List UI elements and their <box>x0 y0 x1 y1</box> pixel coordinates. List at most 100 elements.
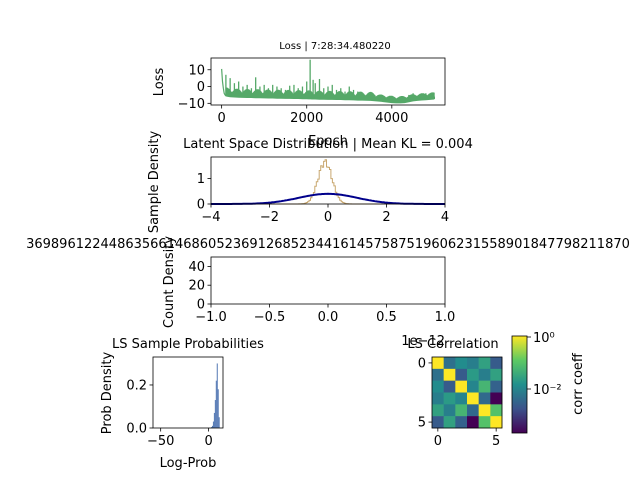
heatmap-cell <box>490 416 503 429</box>
probabilities-panel: LS Sample Probabilities −50 0 0.0 0.2 Log-… <box>100 337 264 471</box>
probabilities-x-ticks: −50 0 <box>147 428 213 449</box>
heatmap-cell <box>467 357 479 370</box>
loss-x-ticks: 0 2000 4000 <box>217 105 408 126</box>
latent-title: Latent Space Distribution | Mean KL = 0.… <box>183 137 473 152</box>
loss-xlabel: Epoch <box>308 134 348 149</box>
heatmap-cell <box>443 368 456 381</box>
heatmap-cell <box>443 357 456 370</box>
loss-ylabel: Loss <box>152 68 167 97</box>
colorbar-tick-label: 10⁰ <box>533 331 555 346</box>
correlation-xtick-label: 0 <box>434 434 442 449</box>
latent-xtick-label: 0 <box>324 210 332 225</box>
probability-bar <box>217 389 219 428</box>
correlation-y-ticks: 05 <box>418 356 432 431</box>
correlation-ytick-label: 0 <box>418 356 426 371</box>
heatmap-cell <box>455 368 468 381</box>
heatmap-cell <box>490 380 503 393</box>
latent-x-ticks: −4 −2 0 2 4 <box>201 204 449 225</box>
heatmap-cell <box>455 416 468 429</box>
heatmap-cell <box>455 392 468 405</box>
heatmap-cell <box>478 368 491 381</box>
probability-bar <box>214 400 216 428</box>
probabilities-y-ticks: 0.0 0.2 <box>126 378 153 437</box>
latent-sample-histogram <box>211 159 445 205</box>
loss-panel: Loss | 7:28:34.480220 0 2000 4000 −10 0 10 E… <box>152 41 446 149</box>
correlation-heatmap <box>432 357 503 429</box>
loss-ytick-label: 10 <box>188 63 205 78</box>
heatmap-cell <box>467 380 479 393</box>
colorbar-frame <box>511 335 528 434</box>
heatmap-cell <box>443 392 456 405</box>
loss-ytick-label: 0 <box>197 80 205 95</box>
correlation-title: LS Correlation <box>407 337 498 352</box>
heatmap-cell <box>467 392 479 405</box>
count-density-ytick-label: 0 <box>197 298 205 313</box>
heatmap-cell <box>443 380 456 393</box>
colorbar-tick-label: 10⁻² <box>533 383 562 398</box>
probabilities-ytick-label: 0.2 <box>126 378 147 393</box>
latent-xtick-label: −4 <box>201 210 220 225</box>
heatmap-cell <box>432 357 444 370</box>
latent-prior-curve <box>211 192 445 205</box>
latent-panel: Latent Space Distribution | Mean KL = 0.… <box>147 131 473 234</box>
count-density-title: 3698961224486356614686052369126852344161… <box>26 237 630 252</box>
probability-bar <box>215 380 217 428</box>
heatmap-cell <box>478 404 491 417</box>
colorbar <box>512 336 527 433</box>
heatmap-cell <box>432 368 444 381</box>
loss-xtick-label: 2000 <box>290 111 323 126</box>
probabilities-xlabel: Log-Prob <box>160 456 217 471</box>
heatmap-cell <box>455 357 468 370</box>
correlation-xtick-label: 5 <box>492 434 500 449</box>
heatmap-cell <box>432 416 444 429</box>
loss-xtick-label: 0 <box>217 111 225 126</box>
heatmap-cell <box>478 392 491 405</box>
count-density-y-ticks: 0 20 40 <box>188 260 211 313</box>
heatmap-cell <box>467 368 479 381</box>
heatmap-cell <box>478 357 491 370</box>
probability-bar <box>211 427 212 428</box>
latent-ylabel: Sample Density <box>147 131 162 234</box>
loss-y-ticks: −10 0 10 <box>178 63 211 112</box>
loss-xtick-label: 4000 <box>375 111 408 126</box>
probabilities-title: LS Sample Probabilities <box>112 337 264 352</box>
heatmap-cell <box>443 404 456 417</box>
count-density-ylabel: Count Density <box>162 236 177 328</box>
heatmap-cell <box>490 357 503 370</box>
count-density-xtick-label: 0.0 <box>318 310 339 325</box>
heatmap-cell <box>490 392 503 405</box>
colorbar-label: corr coeff <box>571 352 586 415</box>
latent-plot-area <box>211 159 445 205</box>
count-density-panel: 3698961224486356614686052369126852344161… <box>26 236 630 349</box>
heatmap-cell <box>432 392 444 405</box>
heatmap-cell <box>478 416 491 429</box>
latent-ytick-label: 0 <box>197 198 205 213</box>
latent-xtick-label: −2 <box>260 210 279 225</box>
probability-bar <box>216 363 218 428</box>
probability-bar <box>211 425 213 428</box>
latent-xtick-label: 2 <box>382 210 390 225</box>
count-density-xtick-label: 1.0 <box>435 310 456 325</box>
latent-xtick-label: 4 <box>441 210 449 225</box>
heatmap-cell <box>455 380 468 393</box>
latent-y-ticks: 01 <box>197 172 211 213</box>
probability-bar <box>218 417 220 428</box>
count-density-xtick-label: −1.0 <box>195 310 227 325</box>
probabilities-ytick-label: 0.0 <box>126 422 147 437</box>
count-density-xtick-label: −0.5 <box>254 310 286 325</box>
count-density-offset-label: 1e−12 <box>401 334 445 349</box>
heatmap-cell <box>478 380 491 393</box>
count-density-ytick-label: 20 <box>188 279 205 294</box>
heatmap-cell <box>490 404 503 417</box>
correlation-axes-frame <box>431 356 503 429</box>
count-density-axes-frame <box>210 256 446 305</box>
heatmap-cell <box>443 416 456 429</box>
probability-bar <box>212 421 214 428</box>
count-density-xtick-label: 0.5 <box>376 310 397 325</box>
loss-title: Loss | 7:28:34.480220 <box>279 41 391 52</box>
latent-ytick-label: 1 <box>197 172 205 187</box>
heatmap-cell <box>432 404 444 417</box>
